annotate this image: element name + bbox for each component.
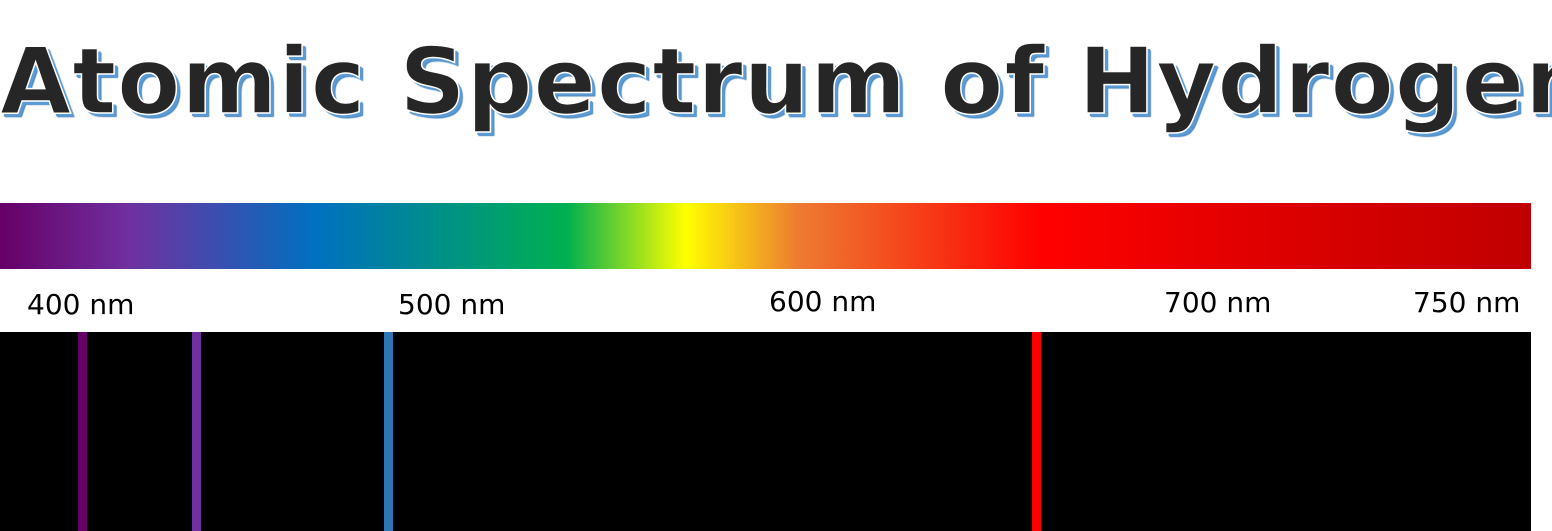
emission-spectrum-panel bbox=[0, 332, 1531, 531]
tick-label-750: 750 nm bbox=[1413, 286, 1521, 319]
tick-label-600: 600 nm bbox=[769, 285, 877, 318]
visible-spectrum-bar bbox=[0, 203, 1531, 269]
page-title: Atomic Spectrum of Hydrogen bbox=[0, 27, 1552, 136]
tick-label-500: 500 nm bbox=[398, 288, 506, 321]
tick-label-400: 400 nm bbox=[27, 288, 135, 321]
emission-line-violet bbox=[192, 332, 201, 531]
emission-line-violet-deep bbox=[78, 332, 87, 531]
emission-line-red bbox=[1032, 332, 1041, 531]
emission-line-blue bbox=[384, 332, 393, 531]
tick-label-700: 700 nm bbox=[1164, 286, 1272, 319]
